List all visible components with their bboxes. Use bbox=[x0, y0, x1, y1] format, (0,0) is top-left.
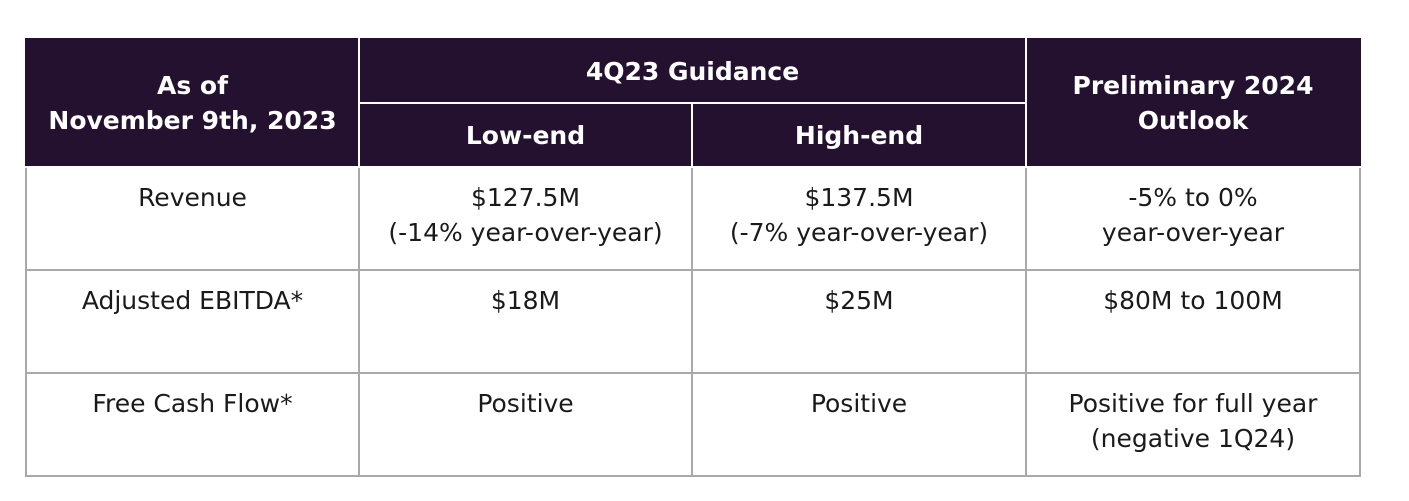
cell-line: (-7% year-over-year) bbox=[729, 218, 989, 247]
guidance-group-header: 4Q23 Guidance bbox=[358, 38, 1027, 104]
table-header: As of November 9th, 2023 4Q23 Guidance P… bbox=[25, 38, 1361, 168]
high-end-header: High-end bbox=[691, 102, 1027, 168]
high-end-cell: $25M bbox=[691, 269, 1027, 374]
low-end-header: Low-end bbox=[358, 102, 693, 168]
table-body: Revenue $127.5M (-14% year-over-year) $1… bbox=[25, 166, 1361, 477]
row-label: Adjusted EBITDA* bbox=[25, 269, 360, 374]
table-row: Free Cash Flow* Positive Positive Positi… bbox=[25, 372, 1361, 477]
cell-line: $25M bbox=[824, 286, 894, 315]
as-of-header: As of November 9th, 2023 bbox=[25, 38, 360, 168]
table-row: Adjusted EBITDA* $18M $25M $80M to 100M bbox=[25, 269, 1361, 374]
row-label: Revenue bbox=[25, 166, 360, 271]
guidance-table: As of November 9th, 2023 4Q23 Guidance P… bbox=[25, 38, 1361, 477]
high-end-cell: Positive bbox=[691, 372, 1027, 477]
cell-line: Positive for full year bbox=[1068, 389, 1318, 418]
low-end-cell: $127.5M (-14% year-over-year) bbox=[358, 166, 693, 271]
outlook-header: Preliminary 2024 Outlook bbox=[1025, 38, 1361, 168]
as-of-line1: As of bbox=[157, 71, 228, 100]
cell-line: $137.5M bbox=[804, 183, 914, 212]
outlook-cell: Positive for full year (negative 1Q24) bbox=[1025, 372, 1361, 477]
low-end-cell: Positive bbox=[358, 372, 693, 477]
cell-line: Positive bbox=[477, 389, 574, 418]
cell-line: $18M bbox=[490, 286, 561, 315]
cell-line: $80M to 100M bbox=[1103, 286, 1283, 315]
as-of-line2: November 9th, 2023 bbox=[48, 106, 337, 135]
cell-line: year-over-year bbox=[1101, 218, 1285, 247]
row-label: Free Cash Flow* bbox=[25, 372, 360, 477]
high-end-cell: $137.5M (-7% year-over-year) bbox=[691, 166, 1027, 271]
outlook-line1: Preliminary 2024 bbox=[1072, 71, 1314, 100]
cell-line: -5% to 0% bbox=[1128, 183, 1258, 212]
cell-line: (-14% year-over-year) bbox=[388, 218, 663, 247]
cell-line: Positive bbox=[810, 389, 908, 418]
table-row: Revenue $127.5M (-14% year-over-year) $1… bbox=[25, 166, 1361, 271]
low-end-cell: $18M bbox=[358, 269, 693, 374]
outlook-line2: Outlook bbox=[1137, 106, 1249, 135]
cell-line: $127.5M bbox=[470, 183, 581, 212]
outlook-cell: -5% to 0% year-over-year bbox=[1025, 166, 1361, 271]
cell-line: (negative 1Q24) bbox=[1090, 424, 1296, 453]
outlook-cell: $80M to 100M bbox=[1025, 269, 1361, 374]
